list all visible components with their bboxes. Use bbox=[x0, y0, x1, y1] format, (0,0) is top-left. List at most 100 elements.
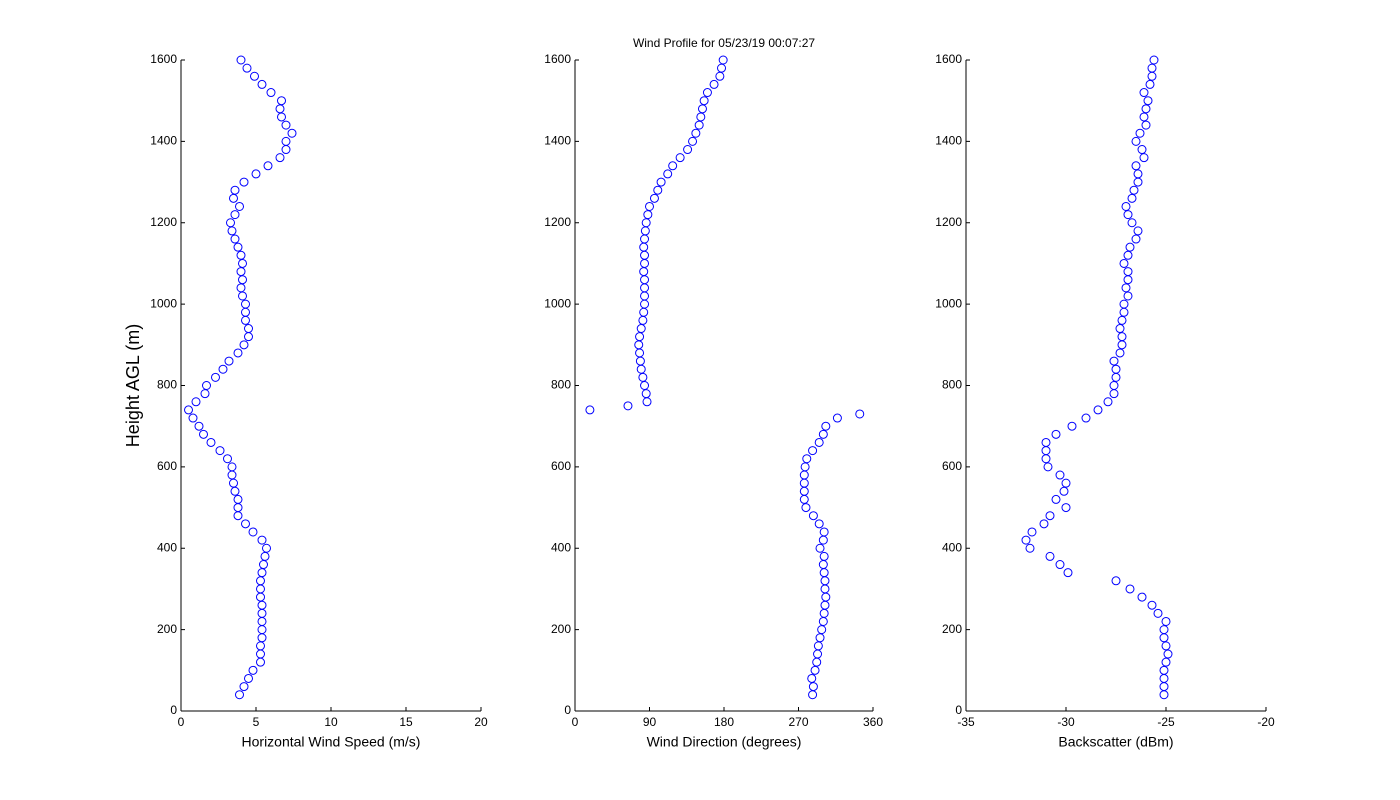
data-point bbox=[807, 673, 817, 683]
y-axis-label: Height AGL (m) bbox=[123, 324, 143, 447]
data-point bbox=[808, 511, 818, 521]
data-point bbox=[1159, 625, 1169, 635]
data-point bbox=[814, 519, 824, 529]
data-point bbox=[819, 527, 829, 537]
data-point bbox=[855, 409, 865, 419]
y-tick-label: 1000 bbox=[544, 296, 571, 310]
x-tick-label: 180 bbox=[714, 715, 734, 729]
x-tick-label: 0 bbox=[572, 715, 579, 729]
data-point bbox=[1055, 470, 1065, 480]
data-point bbox=[623, 401, 633, 411]
data-point bbox=[242, 63, 252, 73]
data-point bbox=[241, 519, 250, 529]
data-point bbox=[1143, 96, 1153, 106]
data-point bbox=[1081, 413, 1091, 423]
data-point bbox=[818, 429, 828, 439]
data-point bbox=[235, 201, 244, 211]
data-point bbox=[1039, 519, 1049, 529]
data-point bbox=[832, 413, 842, 423]
y-tick-label: 1000 bbox=[935, 296, 962, 310]
data-point bbox=[244, 324, 253, 334]
data-point bbox=[1123, 210, 1133, 220]
y-tick-label: 1400 bbox=[544, 134, 571, 148]
data-point bbox=[224, 356, 234, 366]
data-point bbox=[663, 169, 673, 179]
data-point bbox=[227, 462, 237, 472]
data-point bbox=[1051, 429, 1061, 439]
data-point bbox=[675, 153, 685, 163]
data-point bbox=[250, 71, 259, 81]
x-axis-label: Backscatter (dBm) bbox=[1058, 734, 1173, 750]
data-point bbox=[718, 55, 728, 65]
x-tick-label: -35 bbox=[957, 715, 975, 729]
data-point bbox=[262, 543, 271, 553]
data-point bbox=[1061, 503, 1071, 513]
data-point bbox=[1021, 535, 1031, 545]
data-point bbox=[1131, 234, 1141, 244]
x-tick-label: 15 bbox=[399, 715, 413, 729]
data-point bbox=[585, 405, 595, 415]
data-point bbox=[1141, 120, 1151, 130]
data-point bbox=[257, 535, 267, 545]
data-point bbox=[1147, 600, 1157, 610]
data-point bbox=[226, 218, 235, 228]
data-point bbox=[1055, 560, 1065, 570]
chart-title: Wind Profile for 05/23/19 00:07:27 bbox=[633, 36, 815, 50]
data-point bbox=[1121, 201, 1131, 211]
data-point bbox=[1145, 79, 1155, 89]
x-tick-label: 360 bbox=[863, 715, 883, 729]
data-point bbox=[230, 210, 240, 220]
data-point bbox=[1061, 478, 1071, 488]
data-point bbox=[275, 153, 285, 163]
data-point bbox=[239, 682, 249, 692]
data-point bbox=[239, 177, 249, 187]
x-tick-label: 10 bbox=[324, 715, 338, 729]
y-tick-label: 200 bbox=[551, 622, 571, 636]
data-point bbox=[236, 250, 246, 260]
data-point bbox=[1041, 437, 1051, 447]
y-tick-label: 600 bbox=[157, 459, 177, 473]
data-point bbox=[815, 543, 825, 553]
y-tick-label: 800 bbox=[157, 378, 177, 392]
data-point bbox=[211, 372, 220, 382]
data-point bbox=[1027, 527, 1037, 537]
y-tick-label: 200 bbox=[942, 622, 962, 636]
data-point bbox=[814, 437, 824, 447]
data-point bbox=[702, 88, 712, 98]
data-point bbox=[709, 79, 719, 89]
data-point bbox=[1125, 242, 1135, 252]
data-point bbox=[1025, 543, 1035, 553]
data-point bbox=[233, 348, 243, 358]
data-point bbox=[1123, 291, 1133, 301]
data-point bbox=[821, 421, 831, 431]
data-point bbox=[1131, 136, 1141, 146]
data-point bbox=[244, 673, 253, 683]
data-point bbox=[1137, 592, 1147, 602]
data-point bbox=[1063, 568, 1073, 578]
data-point bbox=[1123, 267, 1133, 277]
data-point bbox=[235, 690, 244, 700]
data-point bbox=[699, 96, 709, 106]
data-point bbox=[1133, 169, 1143, 179]
data-point bbox=[1161, 657, 1171, 667]
data-point bbox=[1117, 332, 1127, 342]
y-tick-label: 400 bbox=[551, 540, 571, 554]
x-tick-label: -25 bbox=[1157, 715, 1175, 729]
data-point bbox=[645, 201, 654, 211]
data-point bbox=[1123, 250, 1133, 260]
data-point bbox=[1103, 397, 1113, 407]
y-tick-label: 200 bbox=[157, 622, 177, 636]
data-point bbox=[184, 405, 193, 415]
data-point bbox=[206, 437, 216, 447]
data-point bbox=[1159, 665, 1169, 675]
data-point bbox=[257, 79, 267, 89]
data-point bbox=[1147, 63, 1157, 73]
data-point bbox=[281, 120, 291, 130]
y-tick-label: 0 bbox=[564, 703, 571, 717]
data-point bbox=[194, 421, 204, 431]
data-point bbox=[218, 364, 228, 374]
x-tick-label: 90 bbox=[643, 715, 657, 729]
data-point bbox=[239, 340, 249, 350]
